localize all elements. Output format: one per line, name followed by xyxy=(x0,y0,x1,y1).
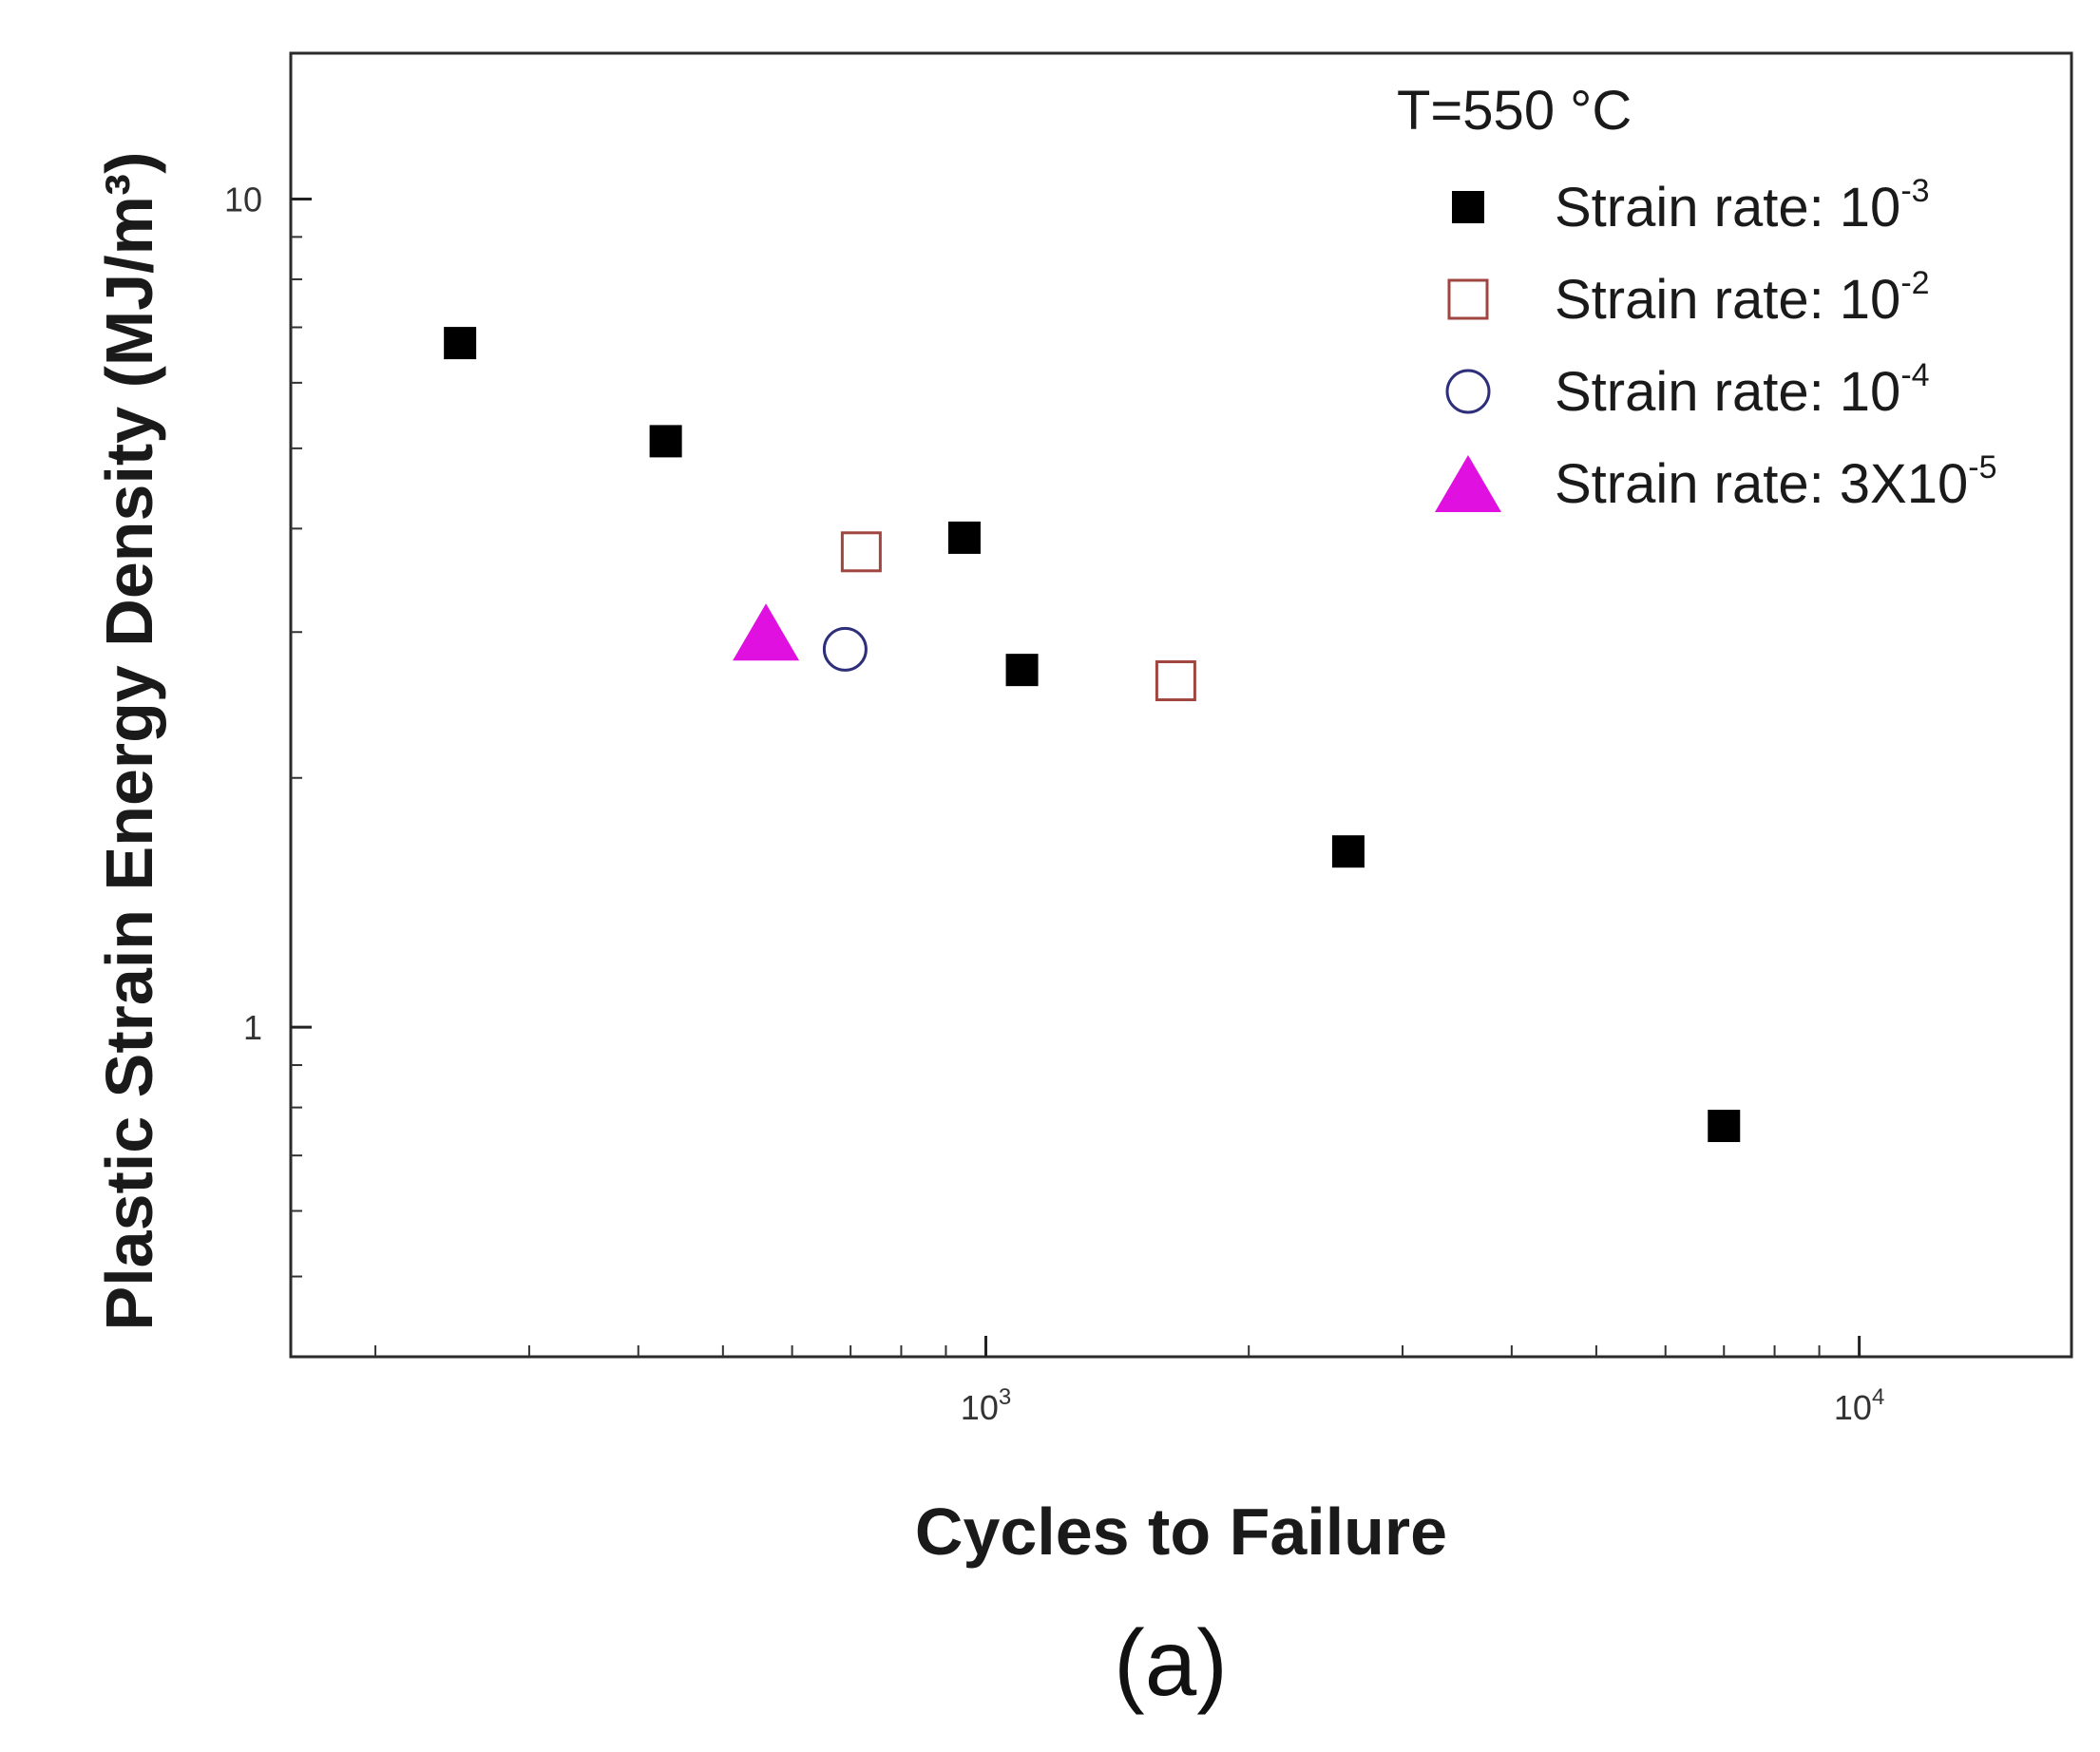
legend-marker xyxy=(1452,191,1484,223)
series-3 xyxy=(822,626,868,672)
legend-label: Strain rate: 10-3 xyxy=(1555,173,1930,238)
series-4 xyxy=(733,603,800,661)
legend-marker xyxy=(1445,369,1491,414)
plot-frame xyxy=(289,51,2073,1359)
series-1 xyxy=(444,327,1741,1143)
figure-caption: (a) xyxy=(1114,1610,1228,1715)
legend: Strain rate: 10-3 Strain rate: 10-2 Strain… xyxy=(1435,173,1997,515)
data-point xyxy=(1155,660,1196,702)
y-axis-title: Plastic Strain Energy Density (MJ/m³) xyxy=(92,152,166,1331)
x-major-ticks: 103 104 xyxy=(961,1336,1884,1427)
x-axis-title: Cycles to Failure xyxy=(915,1495,1447,1569)
legend-marker xyxy=(1435,455,1501,512)
temperature-annotation: T=550 °C xyxy=(1397,80,1632,142)
data-point xyxy=(649,425,682,458)
x-minor-ticks xyxy=(374,1345,1821,1357)
series-2 xyxy=(840,531,1196,702)
data-point xyxy=(1005,654,1039,687)
data-point xyxy=(822,626,868,672)
legend-label: Strain rate: 10-2 xyxy=(1555,265,1930,331)
y-major-ticks: 1 10 xyxy=(224,180,312,1047)
data-point xyxy=(444,327,477,360)
x-tick-label: 103 xyxy=(961,1384,1011,1427)
y-minor-ticks xyxy=(291,236,302,1278)
data-point xyxy=(1708,1110,1741,1143)
data-points xyxy=(444,327,1741,1143)
data-point xyxy=(1331,835,1365,868)
data-point xyxy=(840,531,882,573)
legend-marker xyxy=(1447,278,1489,320)
data-point xyxy=(733,603,800,661)
y-tick-label: 10 xyxy=(224,180,262,219)
y-tick-label: 1 xyxy=(243,1008,262,1047)
legend-label: Strain rate: 3X10-5 xyxy=(1555,449,1997,515)
data-point xyxy=(947,521,981,554)
legend-label: Strain rate: 10-4 xyxy=(1555,357,1930,423)
x-tick-label: 104 xyxy=(1834,1384,1884,1427)
